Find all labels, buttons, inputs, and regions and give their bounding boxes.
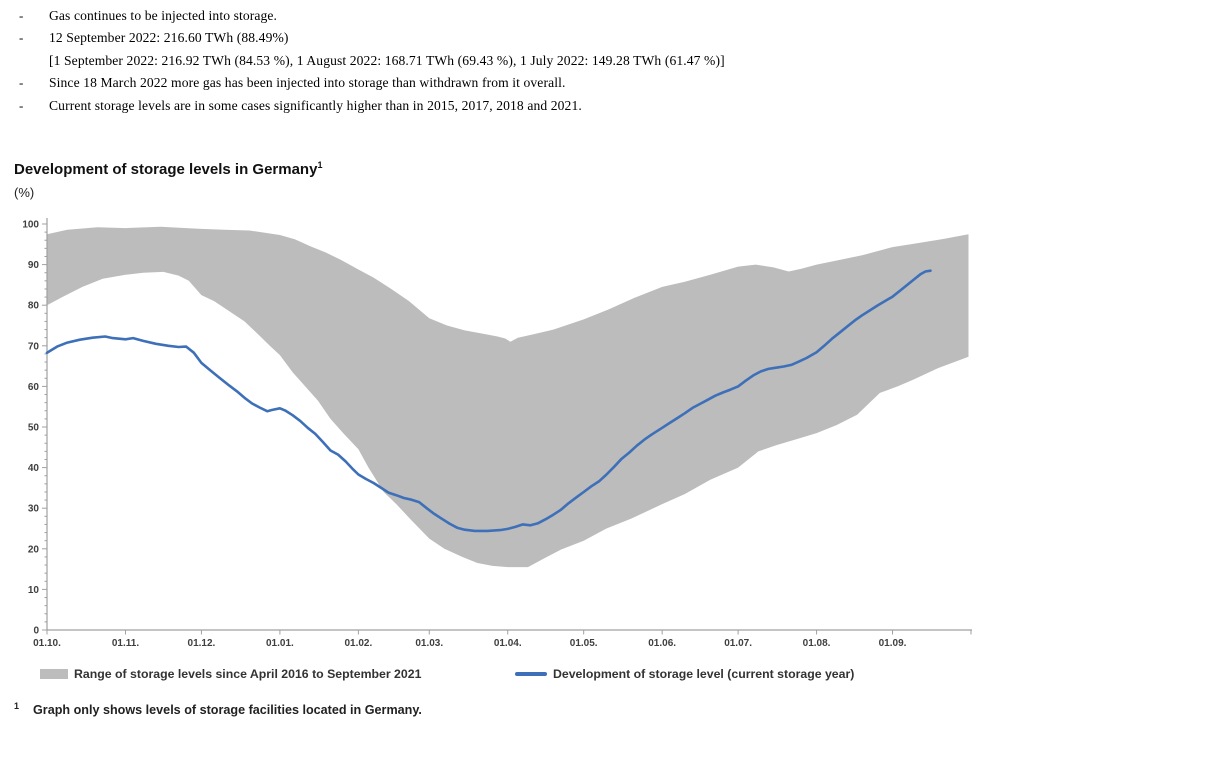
x-tick-label: 01.01. <box>266 638 294 649</box>
bullet-text: 12 September 2022: 216.60 TWh (88.49%) <box>49 30 289 46</box>
y-tick-label: 100 <box>22 220 39 231</box>
bullet-list: - Gas continues to be injected into stor… <box>0 5 1200 117</box>
y-tick-label: 70 <box>28 341 40 352</box>
bullet-marker: - <box>19 97 24 113</box>
bullet-item: - Gas continues to be injected into stor… <box>0 5 1200 27</box>
bullet-item: - 12 September 2022: 216.60 TWh (88.49%) <box>0 27 1200 49</box>
bullet-item: - Current storage levels are in some cas… <box>0 95 1200 117</box>
y-tick-label: 90 <box>28 260 40 271</box>
bullet-text: Since 18 March 2022 more gas has been in… <box>49 75 566 91</box>
y-tick-label: 20 <box>28 544 40 555</box>
chart-title-superscript: 1 <box>317 160 323 170</box>
bullet-marker: - <box>19 75 24 91</box>
y-tick-label: 50 <box>28 423 40 434</box>
bullet-text: Current storage levels are in some cases… <box>49 97 582 113</box>
x-tick-label: 01.04. <box>494 638 522 649</box>
storage-levels-chart: 0 10 20 30 40 50 60 70 80 90 100 01.10. 01.11. 01.12.… <box>0 206 1000 656</box>
x-tick-label: 01.06. <box>648 638 676 649</box>
range-band-area <box>47 226 969 568</box>
footnote-superscript: 1 <box>14 701 20 711</box>
chart-title-text: Development of storage levels in Germany <box>14 161 318 178</box>
footnote: 1 Graph only shows levels of storage faci… <box>14 701 422 717</box>
x-tick-label: 01.11. <box>112 638 139 649</box>
current-year-line <box>45 269 932 533</box>
y-tick-label: 40 <box>28 463 40 474</box>
current-year-line-swatch <box>515 672 547 676</box>
x-tick-label: 01.02. <box>344 638 372 649</box>
bullet-item: - Since 18 March 2022 more gas has been … <box>0 72 1200 94</box>
x-tick-label: 01.05. <box>570 638 598 649</box>
y-tick-label: 10 <box>28 585 40 596</box>
y-tick-label: 30 <box>28 504 40 515</box>
storage-levels-chart-svg: 0 10 20 30 40 50 60 70 80 90 100 01.10. 01.11. 01.12.… <box>22 218 972 649</box>
range-band-swatch <box>40 669 68 679</box>
bullet-text: [1 September 2022: 216.92 TWh (84.53 %),… <box>49 52 725 68</box>
x-tick-label: 01.07. <box>724 638 752 649</box>
legend-range-label: Range of storage levels since April 2016… <box>74 667 422 681</box>
bullet-text: Gas continues to be injected into storag… <box>49 8 278 23</box>
footnote-text: Graph only shows levels of storage facil… <box>33 703 422 718</box>
chart-unit-label: (%) <box>14 185 35 200</box>
legend-item-range: Range of storage levels since April 2016… <box>40 666 421 682</box>
x-tick-label: 01.09. <box>879 638 907 649</box>
y-tick-label: 80 <box>28 301 40 312</box>
y-tick-label: 0 <box>33 626 39 637</box>
legend-item-current-year: Development of storage level (current st… <box>515 666 854 682</box>
x-tick-label: 01.08. <box>803 638 831 649</box>
legend-current-year-label: Development of storage level (current st… <box>553 667 855 681</box>
bullet-marker: - <box>19 8 24 23</box>
x-tick-label: 01.12. <box>188 638 216 649</box>
x-tick-label: 01.10. <box>33 638 61 649</box>
y-tick-label: 60 <box>28 382 40 393</box>
x-tick-label: 01.03. <box>415 638 443 649</box>
bullet-item: [1 September 2022: 216.92 TWh (84.53 %),… <box>0 50 1200 72</box>
bullet-marker: - <box>19 30 24 46</box>
chart-title: Development of storage levels in Germany… <box>14 160 322 178</box>
